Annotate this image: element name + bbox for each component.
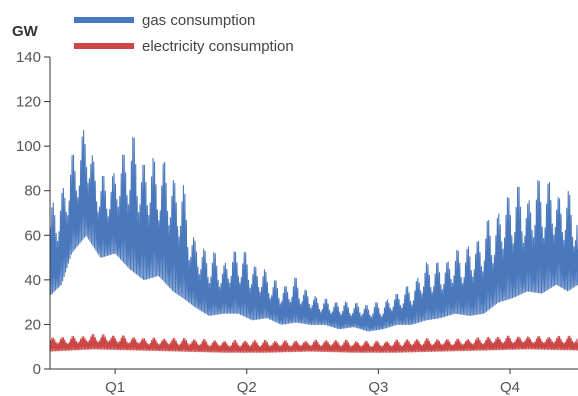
y-tick-label: 120	[16, 94, 41, 111]
y-tick-label: 80	[24, 183, 41, 200]
legend-label-gas: gas consumption	[142, 12, 255, 29]
series-line-gas	[49, 129, 578, 332]
x-tick-label: Q1	[105, 379, 125, 396]
series-layer	[49, 129, 578, 353]
y-tick-label: 140	[16, 49, 41, 66]
x-ticks: Q1 Q2 Q3 Q4	[105, 369, 520, 396]
x-tick-label: Q4	[500, 379, 520, 396]
y-axis-unit: GW	[12, 23, 39, 40]
y-tick-label: 0	[33, 361, 41, 378]
x-tick-label: Q3	[368, 379, 388, 396]
y-tick-label: 60	[24, 227, 41, 244]
series-line-electricity	[49, 333, 578, 353]
y-tick-label: 40	[24, 272, 41, 289]
legend: gas consumption electricity consumption	[74, 12, 294, 55]
legend-label-electricity: electricity consumption	[142, 38, 294, 55]
y-tick-label: 20	[24, 316, 41, 333]
y-ticks: 0 20 40 60 80 100 120 140	[16, 49, 50, 378]
y-tick-label: 100	[16, 138, 41, 155]
x-tick-label: Q2	[237, 379, 257, 396]
